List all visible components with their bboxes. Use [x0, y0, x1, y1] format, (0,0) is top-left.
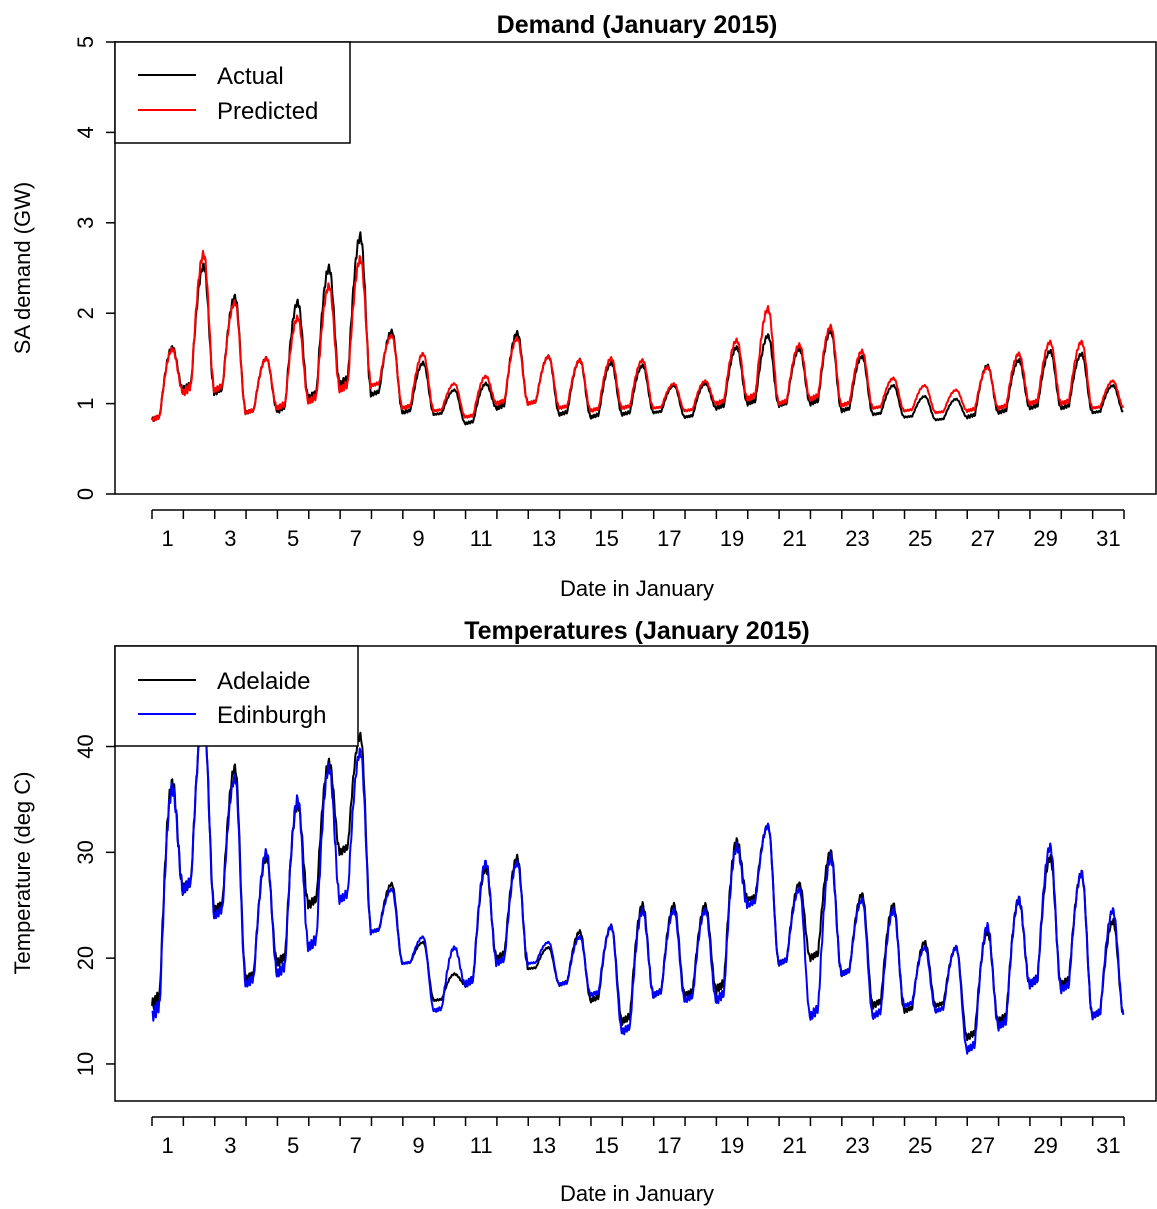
demand-legend-label-actual: Actual: [217, 63, 284, 90]
x-tick-label: 1: [162, 526, 174, 551]
temperature-legend-label-edinburgh: Edinburgh: [217, 702, 326, 729]
x-tick-label: 13: [532, 1133, 556, 1158]
y-tick-label: 40: [73, 734, 98, 758]
demand-legend-label-predicted: Predicted: [217, 98, 318, 125]
x-tick-label: 7: [350, 1133, 362, 1158]
temperature-title: Temperatures (January 2015): [464, 617, 810, 645]
temperature-x-axis: 1 3 5 7 9 11 13 15 17 19 21 23 25 27 29 31: [151, 1116, 1125, 1158]
temperature-plot-frame: [114, 645, 1157, 1102]
y-tick-label: 4: [73, 126, 98, 138]
y-tick-label: 10: [73, 1052, 98, 1076]
demand-x-axis-label: Date in January: [560, 576, 714, 601]
x-tick-label: 27: [971, 1133, 995, 1158]
x-tick-label: 15: [594, 1133, 618, 1158]
demand-lines: [151, 231, 1125, 426]
demand-legend-box: [114, 41, 351, 144]
x-tick-label: 25: [908, 526, 932, 551]
x-tick-label: 23: [845, 1133, 869, 1158]
x-tick-label: 11: [470, 1133, 493, 1158]
x-tick-label: 31: [1096, 1133, 1120, 1158]
temperature-lines: [151, 709, 1125, 1055]
x-tick-label: 19: [720, 526, 744, 551]
y-tick-label: 2: [73, 307, 98, 319]
y-tick-label: 20: [73, 946, 98, 970]
series-line-edinburgh: [151, 709, 1125, 1055]
temperature-y-axis: 10 20 30 40: [73, 734, 115, 1076]
temperature-y-axis-label: Temperature (deg C): [10, 772, 35, 975]
x-tick-label: 5: [287, 1133, 299, 1158]
series-line-predicted: [151, 249, 1125, 423]
temperature-legend-label-adelaide: Adelaide: [217, 668, 310, 695]
y-tick-label: 0: [73, 488, 98, 500]
x-tick-label: 31: [1096, 526, 1120, 551]
y-tick-label: 30: [73, 840, 98, 864]
demand-title: Demand (January 2015): [497, 11, 778, 39]
x-tick-label: 9: [412, 526, 424, 551]
x-tick-label: 23: [845, 526, 869, 551]
x-tick-label: 3: [224, 1133, 236, 1158]
series-line-actual: [151, 231, 1124, 426]
x-tick-label: 9: [412, 1133, 424, 1158]
x-tick-label: 13: [532, 526, 556, 551]
x-tick-label: 3: [224, 526, 236, 551]
y-tick-label: 3: [73, 217, 98, 229]
x-tick-label: 19: [720, 1133, 744, 1158]
x-tick-label: 21: [783, 526, 807, 551]
x-tick-label: 25: [908, 1133, 932, 1158]
x-tick-label: 17: [657, 1133, 681, 1158]
demand-x-axis: 1 3 5 7 9 11 13 15 17 19 21 23 25 27 29 31: [151, 509, 1125, 551]
x-tick-label: 15: [594, 526, 618, 551]
demand-y-axis: 0 1 2 3 4 5: [73, 36, 115, 500]
x-tick-label: 1: [162, 1133, 174, 1158]
temperature-x-axis-label: Date in January: [560, 1181, 714, 1206]
demand-plot-frame: [114, 41, 1157, 495]
x-tick-label: 29: [1033, 1133, 1057, 1158]
temperature-legend: Adelaide Edinburgh: [114, 645, 359, 747]
x-tick-label: 5: [287, 526, 299, 551]
series-line-adelaide: [151, 710, 1125, 1042]
temperature-legend-box: [114, 645, 359, 747]
x-tick-label: 7: [350, 526, 362, 551]
x-tick-label: 29: [1033, 526, 1057, 551]
y-tick-label: 5: [73, 36, 98, 48]
demand-legend: Actual Predicted: [114, 41, 351, 144]
x-tick-label: 27: [971, 526, 995, 551]
x-tick-label: 11: [470, 526, 493, 551]
x-tick-label: 17: [657, 526, 681, 551]
y-tick-label: 1: [73, 397, 98, 409]
demand-y-axis-label: SA demand (GW): [10, 182, 35, 354]
x-tick-label: 21: [783, 1133, 807, 1158]
